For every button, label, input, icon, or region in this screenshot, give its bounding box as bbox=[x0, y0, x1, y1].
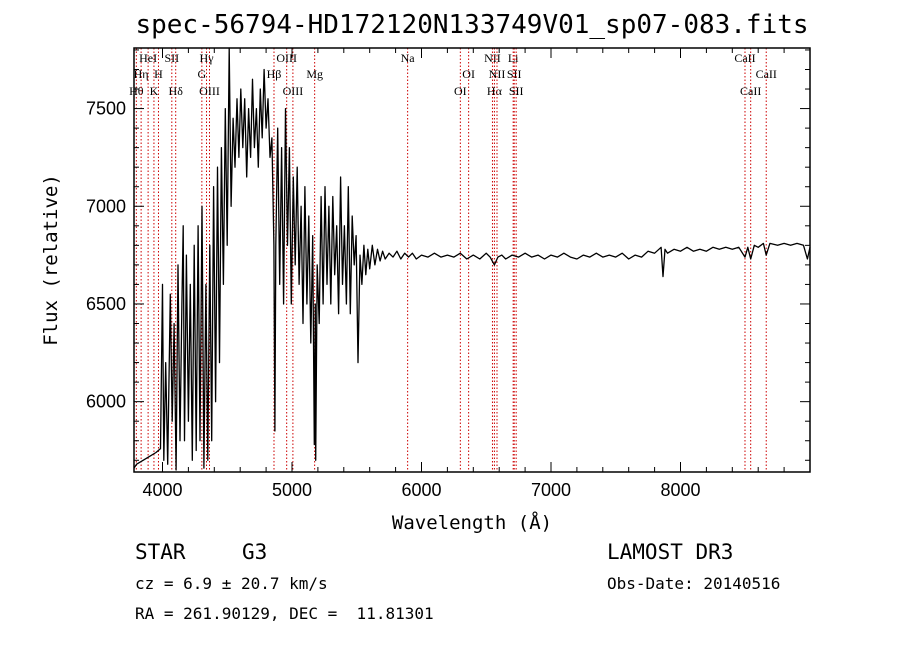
spectral-line-label: CaII bbox=[734, 51, 755, 65]
spectral-line-label: CaII bbox=[740, 84, 761, 98]
spectral-line-label: Hα bbox=[487, 84, 503, 98]
spectral-line-label: OIII bbox=[199, 84, 220, 98]
spectral-line-label: G bbox=[198, 67, 207, 81]
spectral-line-label: SII bbox=[507, 67, 522, 81]
spectral-line-label: CaII bbox=[756, 67, 777, 81]
class-label: STAR bbox=[135, 540, 186, 564]
chart-title: spec-56794-HD172120N133749V01_sp07-083.f… bbox=[135, 10, 808, 40]
x-tick-label: 7000 bbox=[531, 480, 571, 500]
spectral-line-label: NII bbox=[484, 51, 501, 65]
spectrum-line bbox=[133, 47, 811, 471]
y-tick-label: 7000 bbox=[86, 196, 126, 216]
x-axis-label: Wavelength (Å) bbox=[392, 511, 552, 534]
spectral-line-label: Hγ bbox=[200, 51, 215, 65]
spectral-line-label: SII bbox=[164, 51, 179, 65]
spectral-line-label: SII bbox=[509, 84, 524, 98]
spectral-line-label: OI bbox=[462, 67, 475, 81]
spectral-line-label: H bbox=[154, 67, 163, 81]
spectral-line-label: Hθ bbox=[129, 84, 144, 98]
spectral-line-markers: HθHηHeIKHSIIHδGHγOIIIHβOIIIOIIIMgNaOIOIN… bbox=[129, 48, 777, 472]
spectral-line-label: Hδ bbox=[169, 84, 184, 98]
spectral-line-label: Hβ bbox=[267, 67, 282, 81]
y-tick-label: 6000 bbox=[86, 392, 126, 412]
x-tick-label: 4000 bbox=[142, 480, 182, 500]
spectral-line-label: K bbox=[150, 84, 159, 98]
plot-axes: 4000 5000 6000 7000 8000 6000 6500 7000 7500 bbox=[86, 47, 811, 500]
spectrum-series bbox=[133, 47, 811, 471]
spectral-line-label: OI bbox=[454, 84, 467, 98]
y-tick-label: 7500 bbox=[86, 99, 126, 119]
spectral-line-label: Na bbox=[401, 51, 416, 65]
x-tick-label: 5000 bbox=[272, 480, 312, 500]
redshift-line: cz = 6.9 ± 20.7 km/s bbox=[135, 574, 328, 593]
spectral-line-label: HeI bbox=[139, 51, 157, 65]
x-tick-label: 6000 bbox=[401, 480, 441, 500]
spectral-line-label: OIII bbox=[283, 84, 304, 98]
subclass-label: G3 bbox=[242, 540, 268, 564]
spectral-line-label: Mg bbox=[306, 67, 323, 81]
y-axis-label: Flux (relative) bbox=[40, 174, 62, 346]
survey-label: LAMOST DR3 bbox=[607, 540, 734, 564]
spectral-line-label: Li bbox=[508, 51, 519, 65]
spectral-line-label: Hη bbox=[134, 67, 149, 81]
x-tick-label: 8000 bbox=[660, 480, 700, 500]
y-tick-label: 6500 bbox=[86, 294, 126, 314]
coordinates-line: RA = 261.90129, DEC = 11.81301 bbox=[135, 604, 434, 623]
obs-date-line: Obs-Date: 20140516 bbox=[607, 574, 781, 593]
spectral-line-label: NII bbox=[489, 67, 506, 81]
plot-frame bbox=[133, 47, 811, 473]
spectral-line-label: OIII bbox=[276, 51, 297, 65]
